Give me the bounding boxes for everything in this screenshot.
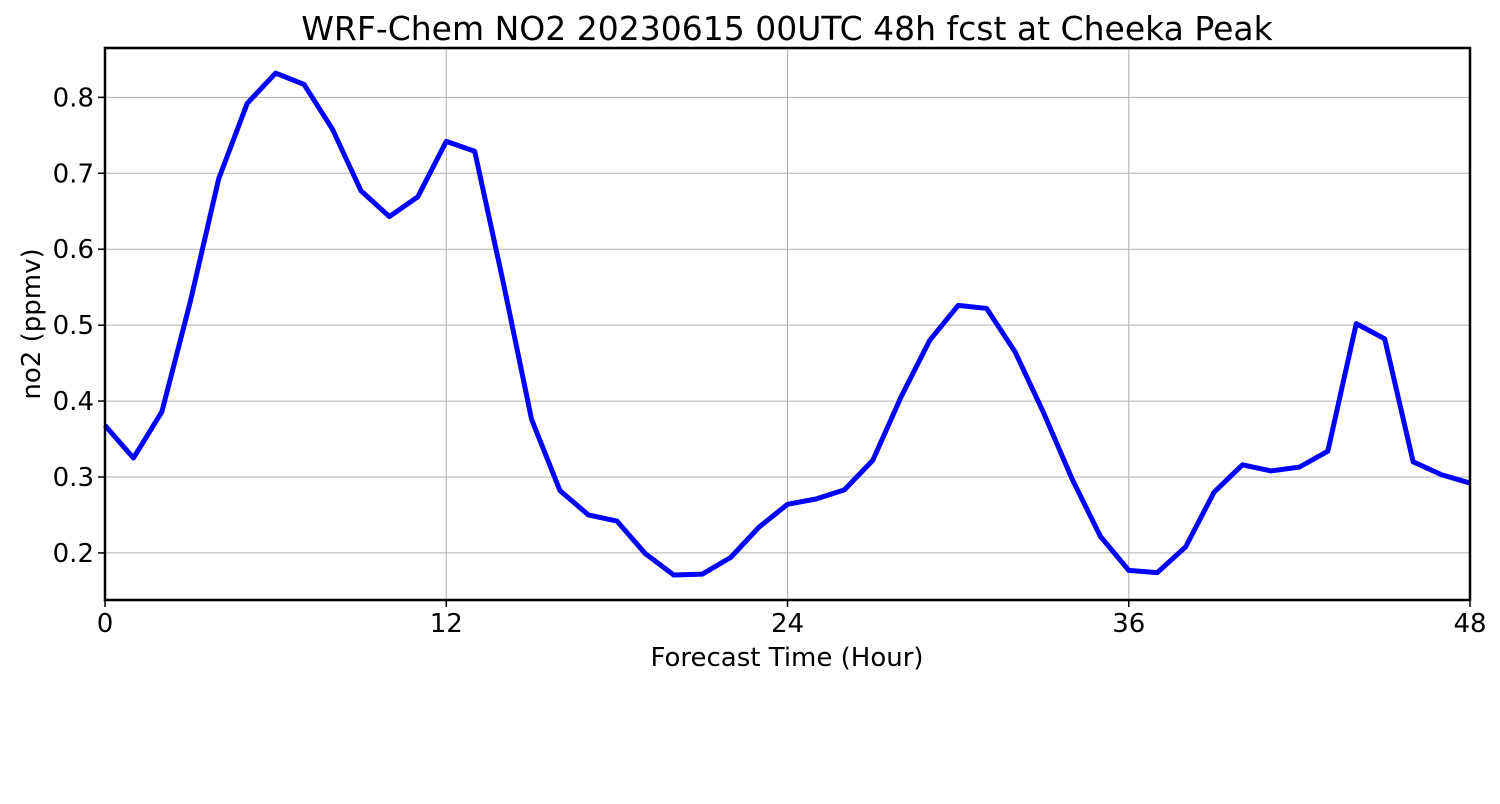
chart-title: WRF-Chem NO2 20230615 00UTC 48h fcst at … — [301, 9, 1273, 48]
x-tick-label: 0 — [97, 609, 114, 639]
series-line — [103, 70, 1471, 578]
series-layer — [103, 70, 1471, 578]
axes: 0 12 24 36 48 0.2 0.3 0.4 0.5 0.6 0.7 0.8 — [53, 46, 1487, 639]
x-tick-label: 24 — [771, 609, 804, 639]
y-axis-label: no2 (ppmv) — [17, 248, 47, 399]
y-tick-label: 0.8 — [53, 83, 94, 113]
y-tick-label: 0.4 — [53, 387, 94, 417]
x-tick-label: 12 — [430, 609, 463, 639]
x-tick-label: 48 — [1453, 609, 1486, 639]
y-tick-label: 0.5 — [53, 311, 94, 341]
x-axis-label: Forecast Time (Hour) — [650, 643, 923, 673]
y-tick-label: 0.6 — [53, 235, 94, 265]
y-tick-label: 0.3 — [53, 463, 94, 493]
grid — [104, 48, 1471, 600]
y-tick-label: 0.7 — [53, 159, 94, 189]
x-tick-label: 36 — [1112, 609, 1145, 639]
y-tick-label: 0.2 — [53, 539, 94, 569]
